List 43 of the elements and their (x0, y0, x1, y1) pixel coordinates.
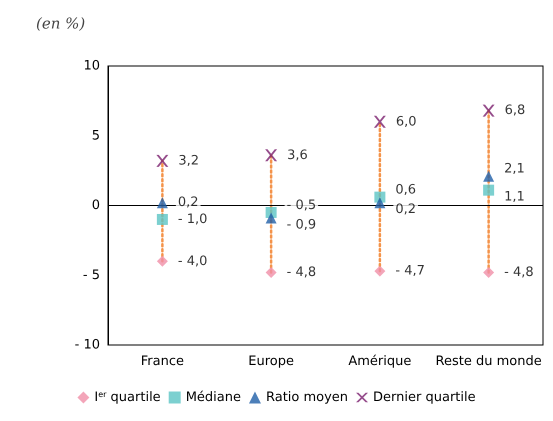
point (156, 256, 168, 267)
data-label: 1,1 (504, 190, 525, 205)
data-label: 3,6 (287, 148, 308, 163)
point (266, 212, 277, 224)
point (483, 184, 494, 196)
point (156, 154, 168, 167)
data-label: 3,2 (178, 153, 200, 168)
data-label: 6,8 (504, 103, 526, 118)
y-tick-label: 10 (83, 58, 100, 74)
y-tick-label: - 5 (82, 268, 100, 283)
y-axis-title: (en %) (36, 14, 86, 32)
y-tick-label: - 10 (74, 338, 100, 352)
point (482, 104, 495, 117)
point (156, 197, 168, 208)
point (265, 149, 278, 162)
data-label: - 4,0 (178, 254, 208, 269)
point (483, 266, 494, 278)
y-tick-label: 0 (92, 198, 100, 213)
data-label: 2,1 (504, 162, 525, 177)
x-tick-label: Europe (248, 354, 294, 369)
point (266, 266, 277, 278)
data-label: - 1,0 (178, 212, 208, 227)
point (374, 197, 386, 208)
point (374, 116, 386, 128)
data-label: 0,2 (178, 195, 199, 210)
legend-label: Dernier quartile (373, 390, 476, 405)
legend-label: Ratio moyen (266, 390, 348, 405)
x-tick-label: Amérique (348, 354, 412, 369)
x-tick-label: France (140, 354, 184, 369)
data-label: - 4,8 (286, 264, 316, 280)
data-label: - 0,9 (286, 218, 316, 233)
data-label: - 4,7 (395, 264, 425, 279)
point (156, 214, 168, 225)
x-tick-label: Reste du monde (436, 354, 542, 369)
point (483, 170, 494, 182)
data-label: 0,2 (395, 202, 416, 218)
data-label: - 4,8 (504, 264, 534, 280)
data-label: 6,0 (396, 114, 417, 130)
data-label: - 0,5 (286, 198, 316, 213)
y-tick-label: 5 (92, 128, 100, 144)
legend-label: Médiane (186, 390, 241, 405)
point (374, 266, 386, 277)
data-label: 0,6 (395, 182, 416, 198)
